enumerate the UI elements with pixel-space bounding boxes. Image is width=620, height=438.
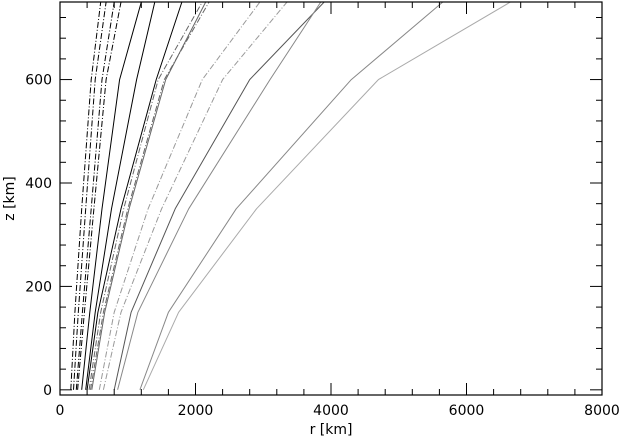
series-line-1 — [70, 2, 102, 390]
series-line-4 — [77, 2, 122, 390]
y-tick-label: 400 — [25, 176, 52, 192]
series-line-16 — [142, 2, 511, 391]
y-axis-title: z [km] — [2, 176, 18, 220]
x-tick-label: 2000 — [178, 403, 214, 419]
x-tick-label: 0 — [56, 403, 65, 419]
series-line-11 — [98, 2, 261, 390]
series-line-15 — [139, 2, 444, 390]
series-line-9 — [90, 2, 210, 390]
series-line-6 — [85, 2, 156, 390]
series-layer — [70, 2, 511, 391]
ticks-layer — [59, 2, 603, 395]
tick-labels: 0 2000 4000 6000 8000 0 200 400 600 — [25, 73, 620, 419]
series-line-10 — [91, 2, 207, 390]
series-line-7 — [86, 2, 183, 390]
x-tick-label: 6000 — [449, 403, 485, 419]
x-tick-label: 4000 — [313, 403, 349, 419]
x-axis-title: r [km] — [310, 422, 353, 438]
y-tick-label: 0 — [43, 383, 52, 399]
series-line-5 — [81, 2, 142, 390]
series-line-3 — [75, 2, 115, 390]
x-tick-label: 8000 — [584, 403, 620, 419]
series-line-8 — [88, 2, 203, 390]
series-line-14 — [117, 2, 322, 390]
series-line-13 — [113, 2, 325, 390]
series-line-2 — [73, 2, 107, 390]
series-line-12 — [102, 2, 288, 390]
y-tick-label: 600 — [25, 73, 52, 89]
y-tick-label: 200 — [25, 279, 52, 295]
